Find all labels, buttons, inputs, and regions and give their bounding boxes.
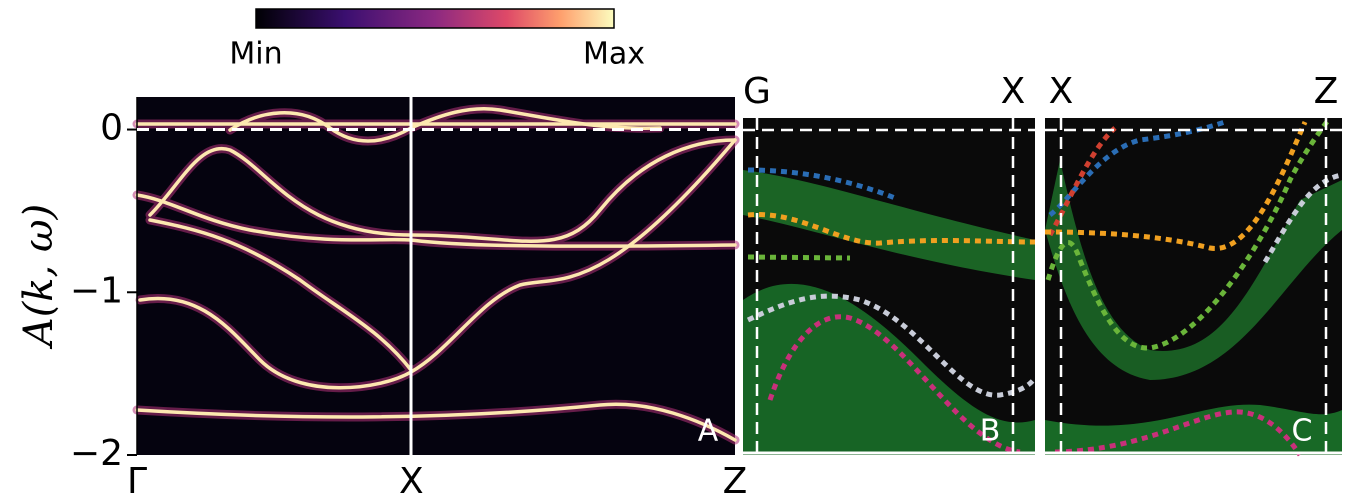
- panel-label: A: [698, 414, 719, 449]
- colorbar: [255, 8, 615, 29]
- k-label: X: [1049, 71, 1074, 112]
- panel-label: C: [1292, 414, 1313, 449]
- y-axis-label: A(k, ω): [16, 204, 62, 350]
- panel-c-features: [1044, 116, 1343, 457]
- y-tick-label: −2: [70, 433, 123, 474]
- y-tick-label: −1: [70, 270, 123, 311]
- k-label: G: [743, 71, 771, 112]
- colorbar-min: Min: [229, 37, 282, 72]
- y-tick-label: 0: [100, 108, 123, 149]
- k-label: X: [1001, 71, 1026, 112]
- x-tick-label: Z: [723, 461, 748, 499]
- x-tick-label: X: [399, 461, 424, 499]
- k-label: Z: [1314, 71, 1339, 112]
- panel-label: B: [980, 414, 1001, 449]
- x-tick-label: Γ: [127, 461, 147, 499]
- panel-b-features: [743, 118, 1038, 455]
- colorbar-max: Max: [583, 37, 645, 72]
